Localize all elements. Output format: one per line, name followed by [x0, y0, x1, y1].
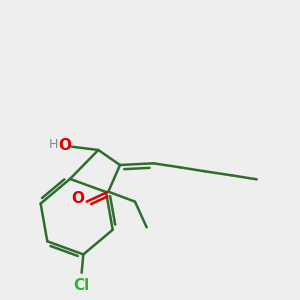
Text: O: O [71, 191, 84, 206]
Text: O: O [58, 138, 71, 153]
Text: H: H [49, 139, 58, 152]
Text: Cl: Cl [74, 278, 90, 293]
